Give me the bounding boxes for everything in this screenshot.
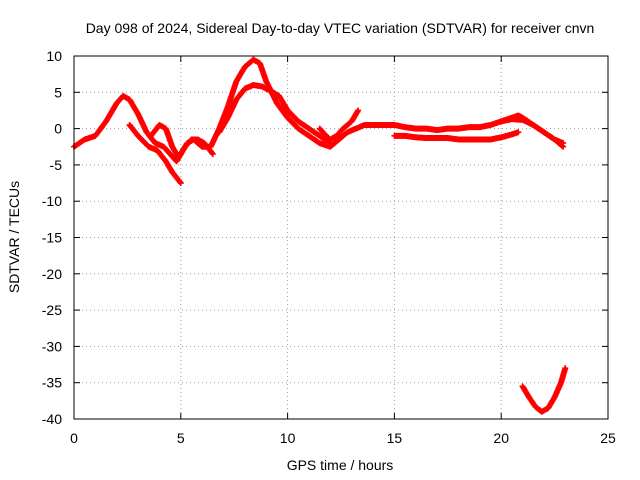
y-tick-label: -20 bbox=[42, 266, 62, 282]
x-tick-label: 10 bbox=[280, 430, 296, 446]
tick-labels: 0 5 10 15 20 25 -40 -35 -30 -25 -20 -15 -10 -5 0 5 10 bbox=[42, 48, 616, 446]
y-tick-label: -15 bbox=[42, 230, 62, 246]
data-point bbox=[177, 180, 184, 187]
y-tick-label: 0 bbox=[54, 121, 62, 137]
x-tick-label: 15 bbox=[387, 430, 403, 446]
y-tick-label: -40 bbox=[42, 411, 62, 427]
x-tick-label: 0 bbox=[70, 430, 78, 446]
data-point bbox=[355, 107, 362, 114]
y-tick-label: -25 bbox=[42, 302, 62, 318]
x-tick-label: 5 bbox=[177, 430, 185, 446]
y-tick-label: -10 bbox=[42, 193, 62, 209]
y-tick-label: -30 bbox=[42, 338, 62, 354]
data-point bbox=[515, 129, 522, 136]
y-tick-label: 10 bbox=[46, 48, 62, 64]
chart-title: Day 098 of 2024, Sidereal Day-to-day VTE… bbox=[86, 20, 595, 36]
data-points bbox=[71, 56, 569, 415]
y-tick-label: -5 bbox=[50, 157, 63, 173]
x-tick-label: 25 bbox=[600, 430, 616, 446]
plot-frame bbox=[73, 55, 609, 420]
data-point bbox=[209, 151, 216, 158]
grid bbox=[74, 56, 608, 419]
y-tick-label: 5 bbox=[54, 84, 62, 100]
x-tick-label: 20 bbox=[493, 430, 509, 446]
data-point bbox=[560, 140, 567, 147]
data-point-fill bbox=[208, 149, 215, 156]
y-tick-label: -35 bbox=[42, 375, 62, 391]
data-point-fill bbox=[176, 178, 183, 185]
data-point bbox=[562, 365, 569, 372]
x-axis-label: GPS time / hours bbox=[287, 457, 394, 473]
y-axis-label: SDTVAR / TECUs bbox=[6, 181, 22, 293]
